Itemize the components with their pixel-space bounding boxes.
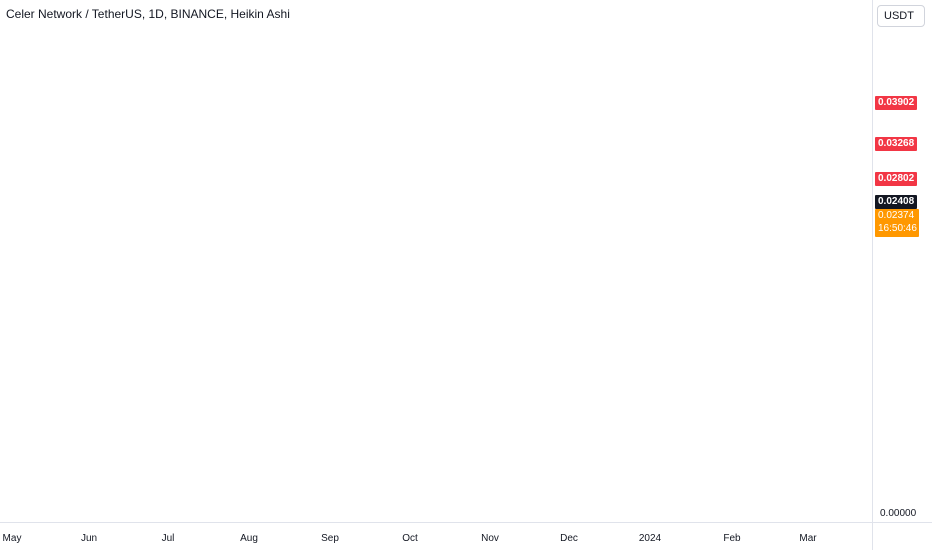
time-tick-label: Oct — [402, 533, 418, 544]
time-axis-divider — [0, 522, 932, 523]
price-axis[interactable]: 0.050000.040000.034000.030000.024000.020… — [880, 0, 917, 519]
price-axis-divider — [872, 0, 873, 550]
time-tick-label: Feb — [723, 533, 741, 544]
resistance-label-2: 0.03268 — [875, 137, 918, 151]
time-tick-label: 2024 — [639, 533, 662, 544]
last-price-label: 0.02374 16:50:46 — [875, 209, 919, 237]
high-price-label: 0.02408 — [875, 195, 918, 209]
time-tick-label: Jul — [162, 533, 175, 544]
time-tick-label: Mar — [799, 533, 817, 544]
last-price-value: 0.02374 — [878, 210, 915, 221]
price-tick-label: 0.00000 — [880, 508, 917, 519]
time-tick-label: Nov — [481, 533, 499, 544]
time-tick-label: Jun — [81, 533, 97, 544]
time-tick-label: Dec — [560, 533, 578, 544]
time-tick-label: Sep — [321, 533, 339, 544]
currency-button[interactable]: USDT — [877, 5, 925, 27]
resistance-label-3: 0.02802 — [875, 172, 918, 186]
time-tick-label: Aug — [240, 533, 258, 544]
resistance-label-1: 0.03902 — [875, 96, 918, 110]
symbol-title: Celer Network / TetherUS, 1D, BINANCE, H… — [6, 7, 290, 21]
time-tick-label: May — [3, 533, 22, 544]
countdown-timer: 16:50:46 — [878, 223, 917, 234]
time-axis[interactable]: May Jun Jul Aug Sep Oct Nov Dec 2024 Feb Mar — [3, 533, 818, 544]
